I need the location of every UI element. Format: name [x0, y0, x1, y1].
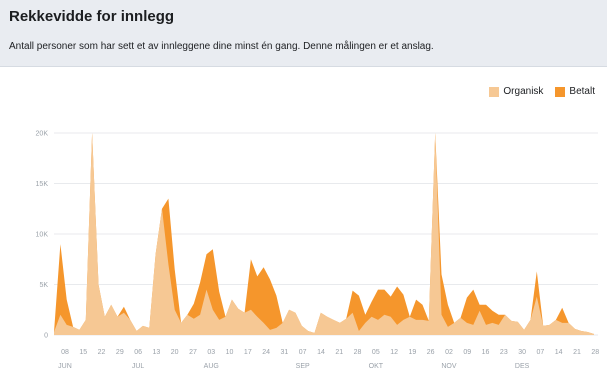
x-tick-label: 15 [79, 349, 87, 356]
y-tick-label: 20K [36, 131, 49, 138]
x-tick-label: 17 [244, 349, 252, 356]
x-tick-label: 31 [281, 349, 289, 356]
x-tick-label: 29 [116, 349, 124, 356]
x-tick-label: 28 [354, 349, 362, 356]
x-tick-label: 16 [482, 349, 490, 356]
series-organic-area [54, 133, 594, 335]
x-tick-label: 14 [555, 349, 563, 356]
legend-swatch-organic [489, 86, 500, 97]
x-tick-label: 22 [98, 349, 106, 356]
x-month-label: OKT [369, 363, 384, 370]
x-month-label: JUN [58, 363, 72, 370]
x-month-label: SEP [296, 363, 310, 370]
chart-title: Rekkevidde for innlegg [9, 8, 175, 25]
x-month-label: AUG [204, 363, 219, 370]
legend-item-organic[interactable]: Organisk [489, 86, 543, 97]
x-tick-label: 09 [463, 349, 471, 356]
x-tick-label: 26 [427, 349, 435, 356]
x-tick-label: 02 [445, 349, 453, 356]
x-tick-label: 10 [226, 349, 234, 356]
x-tick-label: 27 [189, 349, 197, 356]
y-tick-label: 15K [36, 181, 49, 188]
x-tick-label: 24 [262, 349, 270, 356]
x-tick-label: 13 [153, 349, 161, 356]
x-tick-label: 14 [317, 349, 325, 356]
x-tick-label: 28 [591, 349, 599, 356]
x-month-label: NOV [441, 363, 457, 370]
x-tick-label: 07 [537, 349, 545, 356]
y-tick-label: 5K [39, 282, 48, 289]
x-tick-label: 21 [335, 349, 343, 356]
legend-label-paid: Betalt [569, 86, 595, 97]
x-tick-label: 21 [573, 349, 581, 356]
x-tick-label: 19 [409, 349, 417, 356]
legend-label-organic: Organisk [503, 86, 544, 97]
y-tick-label: 0 [44, 333, 48, 340]
x-month-label: DES [515, 363, 530, 370]
x-tick-label: 07 [299, 349, 307, 356]
chart-subtitle: Antall personer som har sett et av innle… [9, 41, 434, 52]
x-tick-label: 23 [500, 349, 508, 356]
x-tick-label: 30 [518, 349, 526, 356]
x-tick-label: 20 [171, 349, 179, 356]
x-tick-label: 08 [61, 349, 69, 356]
x-month-label: JUL [132, 363, 145, 370]
legend-swatch-paid [555, 86, 566, 97]
legend-item-paid[interactable]: Betalt [555, 86, 595, 97]
x-tick-label: 12 [390, 349, 398, 356]
y-tick-label: 10K [36, 232, 49, 239]
legend: Organisk Betalt [483, 86, 595, 97]
x-tick-label: 03 [207, 349, 215, 356]
chart-header: Rekkevidde for innlegg Antall personer s… [0, 0, 607, 67]
x-tick-label: 05 [372, 349, 380, 356]
x-tick-label: 06 [134, 349, 142, 356]
